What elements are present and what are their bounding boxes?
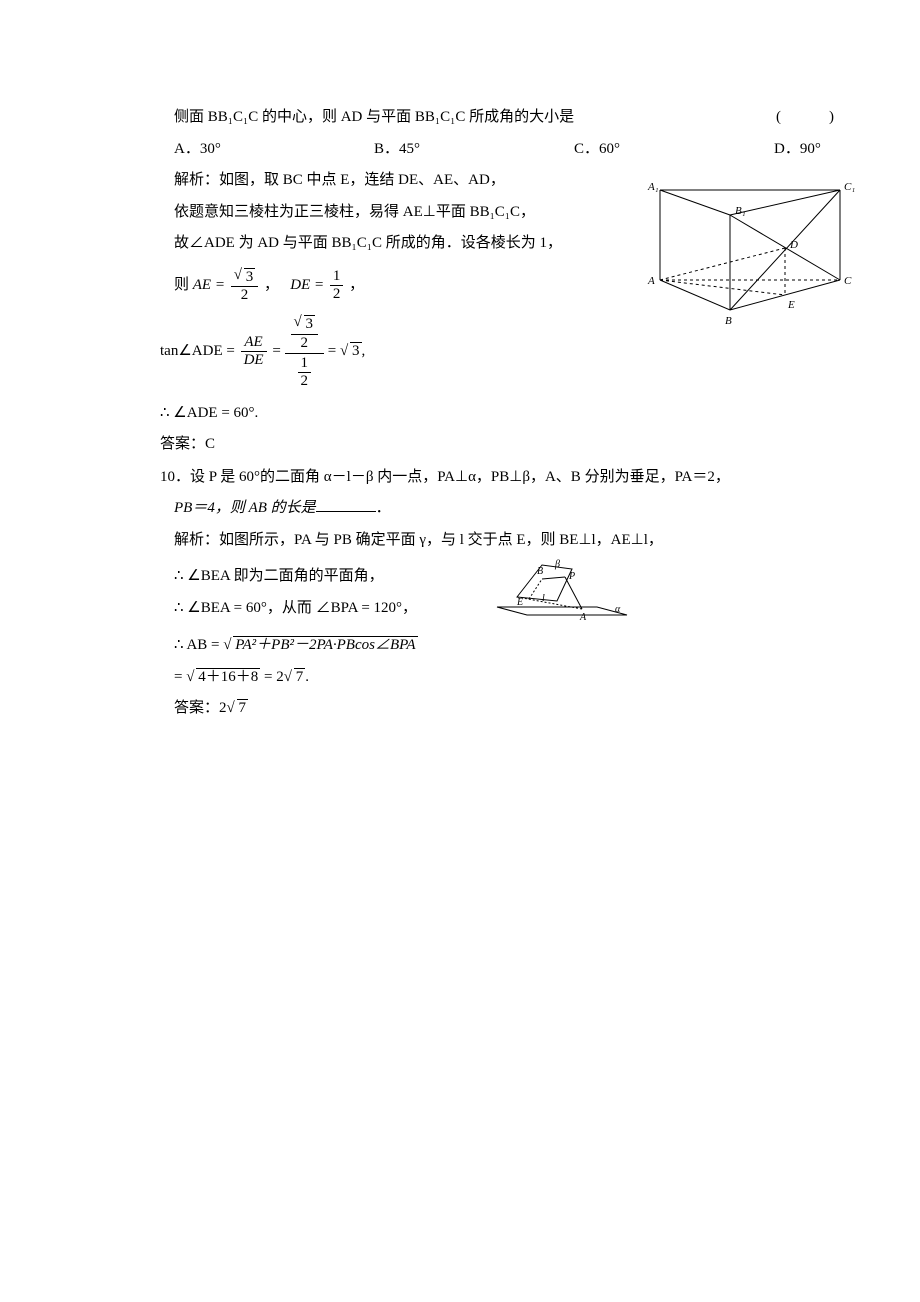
q9-answer: 答案：C	[160, 430, 850, 459]
q9-opt-c: C．60°	[574, 135, 774, 164]
q9-de-den: 2	[330, 285, 344, 302]
fig2-label-B: B	[537, 566, 543, 577]
q9-ae-den: 2	[231, 286, 259, 303]
q10-stem2: PB＝4，则 AB 的长是	[174, 500, 316, 516]
fig1-label-C1: C₁	[844, 181, 855, 193]
q9-ae-frac: 3 2	[231, 268, 259, 304]
q10-blank	[316, 496, 376, 512]
q9-opt-b: B．45°	[374, 135, 574, 164]
q10-figure-dihedral: B P E l A α β	[487, 557, 637, 627]
q9-tan-lhs: tan∠ADE =	[160, 343, 235, 359]
q10-ab-rad2: 4＋16＋8	[196, 668, 260, 686]
q10-ans-pre: 答案：2	[174, 700, 227, 716]
q10-row-with-fig: ∴ ∠BEA 即为二面角的平面角， ∴ ∠BEA = 60°，从而 ∠BPA =…	[160, 557, 850, 627]
q10-ab-sqrt2: 4＋16＋8	[186, 663, 260, 692]
q9-therefore: ∴ ∠ADE = 60°.	[160, 399, 850, 428]
q10-period: ．	[376, 500, 391, 516]
q9-then: 则	[174, 277, 193, 293]
q9-tan-top-den: 2	[291, 334, 319, 351]
q10-ab-period: .	[305, 669, 309, 685]
q9-stem-text: 侧面 BB₁C₁C 的中心，则 AD 与平面 BB₁C₁C 所成角的大小是	[174, 109, 574, 125]
fig1-label-E: E	[787, 299, 795, 311]
q9-de-lhs: DE =	[290, 277, 324, 293]
q9-paren: ( )	[776, 103, 840, 132]
q9-comma2: ，	[349, 277, 364, 293]
q9-tan-frac1: AE DE	[241, 335, 267, 368]
q9-de-num: 1	[330, 269, 344, 285]
fig1-label-B1: B₁	[735, 205, 746, 217]
q9-tan-rhs: 3	[350, 342, 362, 360]
q10-ab-eq3: = 2	[264, 669, 284, 685]
q9-ae-num: 3	[244, 268, 256, 286]
fig1-label-C: C	[844, 275, 852, 287]
fig2-label-P: P	[568, 571, 575, 582]
fig2-label-beta: β	[554, 559, 560, 570]
q10-ab-line2: = 4＋16＋8 = 2 7.	[160, 663, 850, 692]
fig1-label-A: A	[647, 275, 655, 287]
q9-tan-bot-num: 1	[298, 356, 312, 372]
fig2-label-l: l	[542, 593, 545, 604]
fig2-label-A: A	[579, 612, 587, 623]
q10-number: 10．	[160, 469, 190, 485]
q10-ab-lhs: ∴ AB =	[174, 637, 220, 653]
q9-eq1: =	[272, 343, 280, 359]
q10-sol-line2: ∴ ∠BEA 即为二面角的平面角，	[174, 562, 417, 591]
q9-tan-top-num: 3	[304, 315, 316, 333]
q9-ae-lhs: AE =	[193, 277, 225, 293]
q9-tan-f1-den: DE	[241, 351, 267, 368]
q9-tan-rhs-sqrt: 3	[340, 337, 362, 366]
fig2-label-E: E	[516, 597, 523, 608]
q10-stem-line2: PB＝4，则 AB 的长是 ．	[160, 494, 850, 523]
q10-sol-line1: 解析：如图所示，PA 与 PB 确定平面 γ，与 l 交于点 E，则 BE⊥l，…	[160, 526, 850, 555]
q10-ab-rad1: PA²＋PB²－2PA·PBcos∠BPA	[233, 636, 417, 654]
q10-sol-line3: ∴ ∠BEA = 60°，从而 ∠BPA = 120°，	[174, 594, 417, 623]
q9-eq2: =	[328, 343, 336, 359]
q9-tan-bigfrac: 3 2 1 2	[285, 313, 325, 391]
fig1-label-D: D	[789, 239, 798, 251]
q10-stem-line1: 10．设 P 是 60°的二面角 α－l－β 内一点，PA⊥α，PB⊥β，A、B…	[160, 463, 850, 492]
q9-options: A．30° B．45° C．60° D．90°	[174, 135, 850, 164]
q10-ab-rad3: 7	[294, 668, 306, 686]
q10-stem1: 设 P 是 60°的二面角 α－l－β 内一点，PA⊥α，PB⊥β，A、B 分别…	[190, 469, 730, 485]
q9-figure-prism: A₁ B₁ C₁ A B C D E	[640, 170, 860, 330]
q9-tan-f1-num: AE	[241, 335, 267, 351]
q10-ab-eq2: =	[174, 669, 182, 685]
q9-opt-a: A．30°	[174, 135, 374, 164]
q9-de-frac: 1 2	[330, 269, 344, 302]
q9-tan-bot-den: 2	[298, 372, 312, 389]
fig2-label-alpha: α	[615, 604, 621, 615]
q9-opt-d: D．90°	[774, 135, 821, 164]
q10-ab-sqrt3: 7	[284, 663, 306, 692]
fig1-label-B: B	[725, 315, 732, 327]
q10-answer: 答案：2 7	[160, 694, 850, 723]
q9-stem-line1: 侧面 BB₁C₁C 的中心，则 AD 与平面 BB₁C₁C 所成角的大小是 ( …	[160, 103, 850, 132]
q10-ab-sqrt1: PA²＋PB²－2PA·PBcos∠BPA	[223, 631, 417, 660]
q9-comma1: ，	[264, 277, 279, 293]
q10-ans-sqrt: 7	[227, 694, 249, 723]
q10-ans-rad: 7	[237, 699, 249, 717]
fig1-label-A1: A₁	[647, 181, 659, 193]
q10-ab-line1: ∴ AB = PA²＋PB²－2PA·PBcos∠BPA	[160, 631, 850, 660]
